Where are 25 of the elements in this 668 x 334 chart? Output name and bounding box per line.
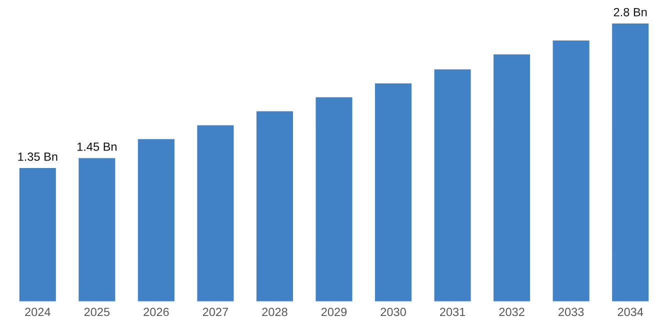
x-tick-label: 2027	[202, 308, 228, 316]
x-tick-label: 2034	[618, 308, 644, 316]
x-tick-label: 2033	[558, 308, 584, 316]
x-tick-label: 2031	[440, 308, 466, 316]
bar	[314, 96, 354, 302]
bar	[432, 68, 472, 302]
x-tick-label: 2030	[380, 308, 406, 316]
data-label: 2.8 Bn	[614, 8, 647, 16]
x-tick-label: 2028	[262, 308, 288, 316]
x-tick-label: 2025	[84, 308, 110, 316]
bar	[136, 138, 176, 302]
bar	[255, 110, 294, 302]
bar	[18, 166, 58, 302]
x-tick-label: 2032	[499, 308, 524, 316]
bar	[77, 156, 117, 302]
x-tick-label: 2029	[321, 308, 347, 316]
bar	[196, 124, 236, 302]
bar	[551, 39, 591, 302]
x-tick-label: 2026	[144, 308, 169, 316]
bar	[610, 22, 650, 302]
x-tick-label: 2024	[25, 308, 50, 316]
bar	[374, 82, 413, 302]
data-label: 1.45 Bn	[77, 142, 117, 151]
bar	[492, 53, 532, 302]
data-label: 1.35 Bn	[18, 152, 58, 161]
